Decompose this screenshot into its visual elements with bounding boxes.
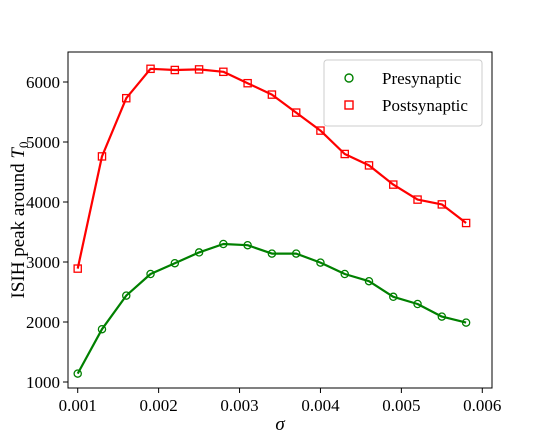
y-axis-label-symbol: T — [8, 147, 29, 159]
data-point-presynaptic — [437, 312, 447, 321]
data-point-presynaptic — [97, 324, 107, 334]
data-point-presynaptic — [291, 249, 301, 258]
data-point-postsynaptic — [243, 78, 252, 88]
series-layer — [73, 64, 471, 378]
data-point-postsynaptic — [267, 90, 277, 99]
data-point-presynaptic — [316, 258, 325, 267]
legend-label-presynaptic: Presynaptic — [382, 69, 462, 88]
data-point-presynaptic — [122, 291, 131, 300]
data-point-postsynaptic — [413, 195, 422, 204]
legend-marker-postsynaptic — [344, 100, 354, 110]
x-axis-label: σ — [275, 414, 285, 435]
data-point-presynaptic — [243, 240, 252, 250]
y-axis-label-subscript: 0 — [16, 142, 31, 149]
data-point-presynaptic — [364, 276, 374, 286]
data-point-postsynaptic — [122, 93, 131, 103]
series-line-postsynaptic — [76, 67, 467, 269]
data-point-postsynaptic — [291, 108, 301, 117]
x-tick-label: 0.006 — [463, 396, 501, 415]
data-point-presynaptic — [413, 299, 422, 309]
data-point-presynaptic — [146, 269, 155, 279]
data-point-postsynaptic — [194, 65, 204, 74]
legend: Presynaptic Postsynaptic — [323, 59, 483, 127]
x-tick-label: 0.004 — [301, 396, 340, 415]
series-line-presynaptic — [76, 242, 467, 375]
x-tick-label: 0.001 — [59, 396, 97, 415]
x-tick-label: 0.002 — [140, 396, 178, 415]
data-point-presynaptic — [194, 248, 204, 257]
data-point-postsynaptic — [97, 152, 107, 161]
data-point-postsynaptic — [73, 264, 82, 273]
data-point-postsynaptic — [219, 67, 228, 77]
legend-box — [323, 59, 483, 127]
data-point-presynaptic — [267, 249, 277, 258]
data-point-postsynaptic — [316, 126, 325, 135]
x-tick-label: 0.005 — [382, 396, 420, 415]
legend-marker-presynaptic — [344, 73, 354, 83]
x-tick-label: 0.003 — [220, 396, 258, 415]
y-axis-label: ISIH peak around T0 — [8, 142, 31, 299]
data-point-postsynaptic — [170, 65, 180, 75]
data-point-postsynaptic — [437, 200, 447, 209]
plot-frame — [67, 51, 493, 389]
y-tick-label: 2000 — [26, 313, 60, 332]
y-tick-label: 6000 — [26, 73, 60, 92]
data-point-presynaptic — [461, 318, 471, 327]
data-point-postsynaptic — [146, 64, 155, 74]
data-point-postsynaptic — [340, 149, 349, 159]
data-point-postsynaptic — [389, 180, 398, 189]
y-tick-label: 5000 — [26, 133, 60, 152]
ticks-layer: 0.001 0.002 0.003 0.004 0.005 0.006 1000 2000 30… — [26, 73, 501, 415]
data-point-presynaptic — [73, 369, 82, 378]
data-point-presynaptic — [170, 258, 180, 268]
data-point-presynaptic — [340, 269, 349, 279]
y-axis-label-main: ISIH peak around — [8, 159, 29, 299]
legend-label-postsynaptic: Postsynaptic — [382, 96, 468, 115]
y-tick-label: 4000 — [26, 193, 60, 212]
data-point-postsynaptic — [364, 161, 374, 170]
y-tick-label: 1000 — [26, 373, 60, 392]
data-point-presynaptic — [219, 239, 228, 249]
data-point-presynaptic — [389, 292, 398, 302]
y-tick-label: 3000 — [26, 253, 60, 272]
data-point-postsynaptic — [461, 218, 471, 228]
